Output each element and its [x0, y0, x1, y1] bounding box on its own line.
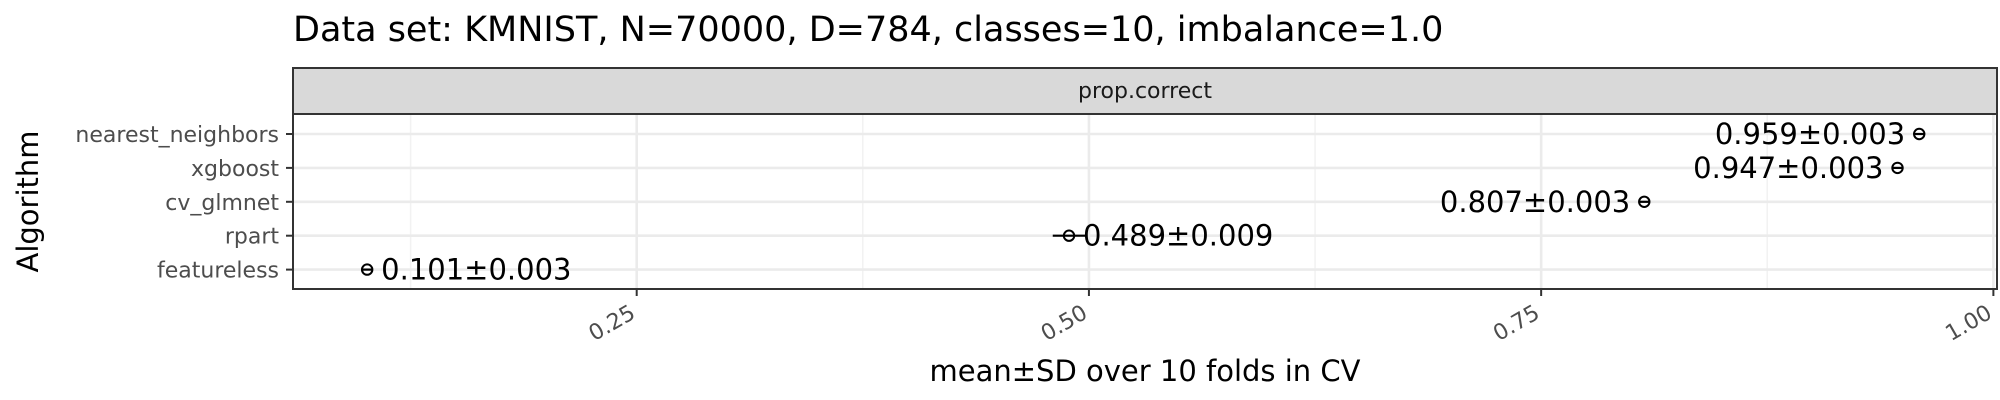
data-point-group: 0.489±0.009: [1052, 219, 1273, 253]
y-tick-label: xgboost: [191, 157, 279, 182]
y-tick-label: cv_glmnet: [165, 191, 279, 216]
facet-strip: prop.correct: [292, 67, 1998, 115]
data-point: [1891, 161, 1904, 175]
x-axis: 0.25 0.50 0.75 1.00: [585, 289, 1996, 347]
data-label: 0.489±0.009: [1083, 219, 1273, 253]
data-point: [1913, 127, 1926, 141]
data-point-group: 0.947±0.003: [1693, 151, 1904, 185]
x-tick-label: 1.00: [1941, 301, 1996, 347]
x-axis-title: mean±SD over 10 folds in CV: [930, 354, 1361, 388]
y-axis-title: Algorithm: [11, 130, 45, 272]
data-label: 0.959±0.003: [1715, 117, 1905, 151]
y-tick-label: nearest_neighbors: [75, 123, 279, 148]
x-tick-label: 0.50: [1037, 301, 1092, 347]
data-label: 0.807±0.003: [1440, 185, 1630, 219]
x-tick-label: 0.75: [1489, 301, 1544, 347]
data-point: [1062, 229, 1076, 242]
chart-title: Data set: KMNIST, N=70000, D=784, classe…: [293, 10, 1443, 50]
data-label: 0.947±0.003: [1693, 151, 1883, 185]
facet-strip-label: prop.correct: [1078, 79, 1212, 104]
y-tick-label: featureless: [157, 259, 279, 284]
data-point-group: 0.807±0.003: [1440, 185, 1651, 219]
data-label: 0.101±0.003: [381, 253, 571, 287]
data-point-group: 0.101±0.003: [360, 253, 572, 287]
y-tick-label: rpart: [225, 225, 280, 250]
data-point: [1638, 195, 1651, 209]
x-tick-label: 0.25: [585, 301, 640, 347]
data-point-group: 0.959±0.003: [1715, 117, 1926, 151]
data-point: [360, 263, 374, 276]
grid-lines: [293, 114, 1997, 289]
